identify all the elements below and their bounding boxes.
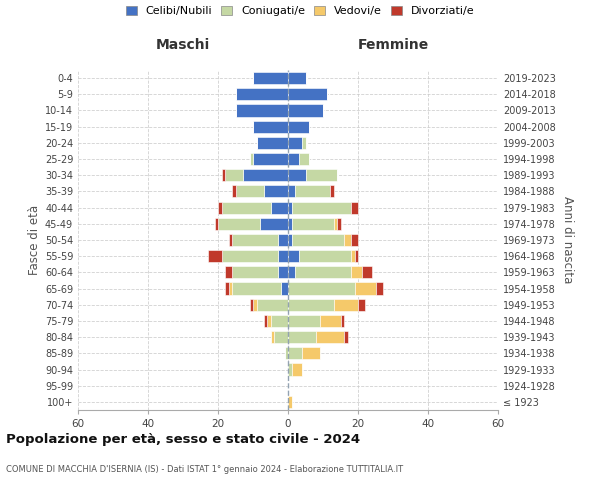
Bar <box>274 331 288 343</box>
Text: COMUNE DI MACCHIA D'ISERNIA (IS) - Dati ISTAT 1° gennaio 2024 - Elaborazione TUT: COMUNE DI MACCHIA D'ISERNIA (IS) - Dati … <box>6 466 403 474</box>
Bar <box>253 298 257 311</box>
Bar <box>229 234 232 246</box>
Bar <box>288 396 292 408</box>
Bar <box>225 266 232 278</box>
Bar <box>344 234 351 246</box>
Bar <box>221 250 277 262</box>
Bar <box>334 218 337 230</box>
Bar <box>316 331 344 343</box>
Bar <box>215 218 218 230</box>
Bar <box>271 315 288 327</box>
Bar <box>288 202 292 213</box>
Bar <box>288 234 292 246</box>
Bar <box>277 266 288 278</box>
Bar <box>242 169 288 181</box>
Bar <box>288 186 295 198</box>
Bar <box>292 234 344 246</box>
Bar <box>257 137 288 149</box>
Bar <box>221 169 225 181</box>
Bar <box>302 137 305 149</box>
Bar <box>351 234 358 246</box>
Bar <box>299 250 351 262</box>
Bar <box>271 331 274 343</box>
Bar <box>263 315 267 327</box>
Bar <box>330 186 334 198</box>
Bar <box>229 282 232 294</box>
Bar <box>292 218 334 230</box>
Text: Popolazione per età, sesso e stato civile - 2024: Popolazione per età, sesso e stato civil… <box>6 432 360 446</box>
Bar <box>281 282 288 294</box>
Bar <box>267 315 271 327</box>
Bar <box>351 250 355 262</box>
Bar <box>288 266 295 278</box>
Bar <box>284 348 288 360</box>
Bar <box>288 120 309 132</box>
Bar <box>288 348 302 360</box>
Bar <box>235 88 288 101</box>
Bar <box>218 202 221 213</box>
Y-axis label: Anni di nascita: Anni di nascita <box>561 196 574 284</box>
Text: Femmine: Femmine <box>358 38 428 52</box>
Bar <box>232 186 235 198</box>
Bar <box>351 266 361 278</box>
Bar <box>376 282 383 294</box>
Bar <box>292 202 351 213</box>
Bar <box>250 153 253 165</box>
Bar <box>288 331 316 343</box>
Bar <box>288 315 320 327</box>
Bar <box>361 266 372 278</box>
Bar <box>218 218 260 230</box>
Bar <box>232 234 277 246</box>
Bar <box>288 137 302 149</box>
Bar <box>355 282 376 294</box>
Bar <box>208 250 221 262</box>
Bar <box>305 169 337 181</box>
Bar <box>288 250 299 262</box>
Bar <box>232 266 277 278</box>
Bar <box>299 153 309 165</box>
Bar <box>271 202 288 213</box>
Bar <box>253 153 288 165</box>
Bar <box>288 218 292 230</box>
Bar <box>277 250 288 262</box>
Bar <box>288 282 355 294</box>
Bar <box>288 72 305 84</box>
Bar <box>253 72 288 84</box>
Bar <box>288 104 323 117</box>
Bar <box>221 202 271 213</box>
Legend: Celibi/Nubili, Coniugati/e, Vedovi/e, Divorziati/e: Celibi/Nubili, Coniugati/e, Vedovi/e, Di… <box>125 6 475 16</box>
Bar <box>288 153 299 165</box>
Bar <box>288 298 334 311</box>
Bar <box>288 88 326 101</box>
Bar <box>337 218 341 230</box>
Bar <box>295 186 330 198</box>
Bar <box>288 169 305 181</box>
Bar <box>288 364 292 376</box>
Bar <box>235 186 263 198</box>
Bar <box>334 298 358 311</box>
Bar <box>358 298 365 311</box>
Bar <box>260 218 288 230</box>
Bar <box>277 234 288 246</box>
Bar <box>257 298 288 311</box>
Bar <box>250 298 253 311</box>
Bar <box>235 104 288 117</box>
Bar <box>225 169 242 181</box>
Bar <box>355 250 358 262</box>
Text: Maschi: Maschi <box>156 38 210 52</box>
Bar <box>344 331 347 343</box>
Bar <box>263 186 288 198</box>
Bar <box>292 364 302 376</box>
Bar <box>320 315 341 327</box>
Y-axis label: Fasce di età: Fasce di età <box>28 205 41 275</box>
Bar <box>351 202 358 213</box>
Bar <box>341 315 344 327</box>
Bar <box>295 266 351 278</box>
Bar <box>232 282 281 294</box>
Bar <box>253 120 288 132</box>
Bar <box>302 348 320 360</box>
Bar <box>225 282 229 294</box>
